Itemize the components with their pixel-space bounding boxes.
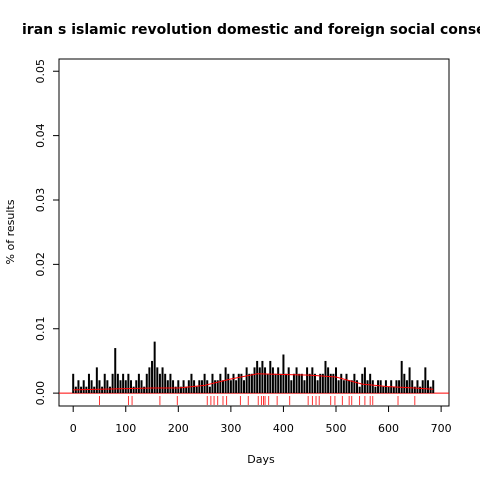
x-tick-label: 500 — [325, 422, 346, 435]
smooth-line — [73, 373, 434, 391]
y-axis-label: % of results — [4, 199, 17, 264]
x-axis-label: Days — [247, 453, 275, 466]
chart-title: iran s islamic revolution domestic and f… — [22, 22, 480, 38]
x-tick-label: 200 — [168, 422, 189, 435]
y-tick-label: 0.03 — [34, 188, 47, 213]
x-tick-label: 600 — [378, 422, 399, 435]
y-tick-label: 0.02 — [34, 252, 47, 277]
y-tick-label: 0.04 — [34, 123, 47, 148]
y-tick-label: 0.00 — [34, 381, 47, 406]
x-tick-label: 400 — [273, 422, 294, 435]
x-tick-label: 0 — [70, 422, 77, 435]
x-tick-label: 100 — [115, 422, 136, 435]
y-tick-label: 0.01 — [34, 316, 47, 341]
x-tick-label: 300 — [220, 422, 241, 435]
x-tick-label: 700 — [431, 422, 452, 435]
y-tick-label: 0.05 — [34, 59, 47, 84]
plot-frame — [58, 58, 450, 407]
